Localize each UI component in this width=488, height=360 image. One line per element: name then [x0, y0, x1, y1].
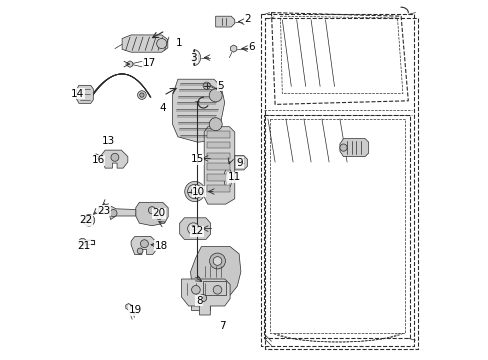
Polygon shape — [194, 50, 200, 66]
Text: 1: 1 — [176, 38, 183, 48]
FancyBboxPatch shape — [206, 131, 230, 138]
Text: 20: 20 — [152, 208, 165, 218]
Ellipse shape — [224, 168, 231, 188]
Polygon shape — [339, 139, 368, 157]
Text: 12: 12 — [190, 226, 203, 236]
Circle shape — [209, 118, 222, 131]
Circle shape — [148, 207, 155, 214]
Circle shape — [156, 39, 166, 49]
Circle shape — [209, 253, 225, 269]
Polygon shape — [172, 79, 224, 142]
Polygon shape — [204, 127, 234, 204]
Text: 6: 6 — [247, 42, 254, 52]
Circle shape — [209, 89, 222, 102]
Polygon shape — [190, 288, 210, 310]
Polygon shape — [136, 202, 168, 226]
Circle shape — [199, 294, 206, 302]
Polygon shape — [190, 247, 241, 302]
FancyBboxPatch shape — [206, 185, 230, 192]
Polygon shape — [179, 218, 210, 239]
Circle shape — [213, 285, 222, 294]
Text: 23: 23 — [98, 206, 111, 216]
Circle shape — [187, 184, 202, 199]
Circle shape — [86, 217, 92, 223]
Text: 3: 3 — [190, 53, 197, 63]
Circle shape — [111, 153, 119, 161]
Polygon shape — [230, 45, 236, 52]
Circle shape — [137, 91, 146, 99]
FancyBboxPatch shape — [206, 174, 230, 181]
Text: 8: 8 — [196, 296, 202, 306]
Circle shape — [79, 238, 86, 246]
Circle shape — [203, 82, 210, 89]
Circle shape — [191, 188, 198, 195]
Circle shape — [339, 144, 346, 151]
FancyBboxPatch shape — [203, 281, 226, 295]
Text: 19: 19 — [128, 305, 142, 315]
Text: 9: 9 — [236, 158, 243, 168]
Polygon shape — [122, 35, 167, 52]
Circle shape — [213, 257, 222, 265]
Text: 18: 18 — [154, 240, 167, 251]
Polygon shape — [181, 279, 230, 315]
Polygon shape — [98, 208, 103, 213]
Circle shape — [187, 223, 199, 234]
Text: 11: 11 — [228, 172, 241, 182]
Text: 22: 22 — [80, 215, 93, 225]
Ellipse shape — [225, 171, 230, 185]
Text: 10: 10 — [192, 186, 205, 197]
FancyBboxPatch shape — [206, 153, 230, 159]
Circle shape — [156, 214, 162, 220]
Circle shape — [190, 226, 196, 231]
Circle shape — [83, 215, 95, 226]
Polygon shape — [108, 206, 136, 220]
FancyBboxPatch shape — [206, 163, 230, 170]
FancyBboxPatch shape — [206, 142, 230, 148]
Text: 16: 16 — [91, 155, 104, 165]
Circle shape — [184, 181, 204, 202]
Circle shape — [140, 93, 144, 97]
Text: 7: 7 — [219, 321, 225, 331]
Circle shape — [191, 285, 200, 294]
Polygon shape — [131, 237, 157, 255]
Polygon shape — [195, 53, 197, 63]
Text: 17: 17 — [142, 58, 156, 68]
Circle shape — [137, 248, 142, 254]
Polygon shape — [215, 16, 234, 27]
Text: 2: 2 — [244, 14, 251, 24]
Polygon shape — [102, 150, 127, 168]
Polygon shape — [127, 61, 133, 67]
Text: 5: 5 — [217, 81, 224, 91]
Polygon shape — [125, 303, 131, 310]
Text: 21: 21 — [77, 240, 90, 251]
Text: 13: 13 — [102, 136, 115, 146]
Text: 15: 15 — [190, 154, 203, 164]
Polygon shape — [234, 156, 247, 170]
Text: 4: 4 — [160, 103, 166, 113]
Circle shape — [110, 210, 117, 217]
Text: 14: 14 — [71, 89, 84, 99]
Circle shape — [140, 240, 148, 248]
Polygon shape — [76, 85, 93, 103]
